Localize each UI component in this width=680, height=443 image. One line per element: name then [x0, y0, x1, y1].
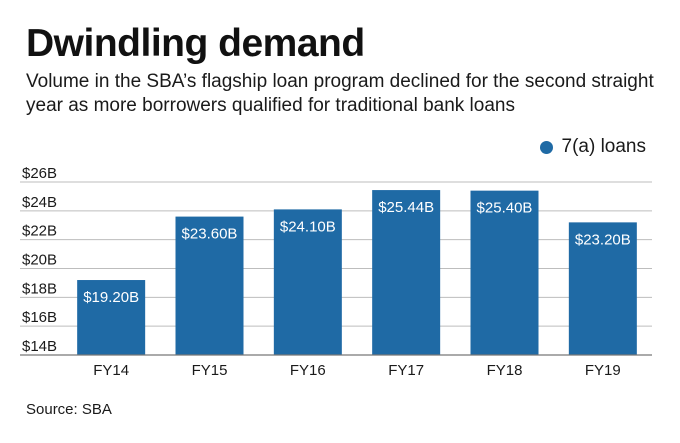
y-tick-label: $24B	[22, 194, 57, 211]
legend-label: 7(a) loans	[561, 136, 647, 157]
bar	[372, 190, 441, 355]
bar-value-label: $23.20B	[575, 231, 631, 248]
chart-subtitle: Volume in the SBA’s flagship loan progra…	[26, 71, 654, 116]
x-tick-label: FY16	[290, 362, 326, 379]
bar-value-label: $25.44B	[378, 199, 434, 216]
bar-value-label: $19.20B	[83, 289, 139, 306]
y-tick-label: $16B	[22, 309, 57, 326]
y-tick-label: $18B	[22, 280, 57, 297]
y-tick-label: $14B	[22, 338, 57, 355]
chart-title: Dwindling demand	[26, 22, 365, 65]
bar	[568, 222, 637, 355]
source-note: Source: SBA	[26, 401, 112, 418]
x-tick-label: FY18	[487, 362, 523, 379]
bar-value-label: $25.40B	[477, 200, 533, 217]
y-tick-label: $20B	[22, 252, 57, 269]
x-tick-label: FY14	[93, 362, 129, 379]
legend-swatch	[539, 140, 553, 154]
x-tick-label: FY17	[388, 362, 424, 379]
x-tick-label: FY15	[192, 362, 228, 379]
bar-value-label: $24.10B	[280, 218, 336, 235]
legend: 7(a) loans	[539, 136, 647, 158]
y-tick-label: $26B	[22, 165, 57, 182]
bar	[77, 280, 146, 355]
bar	[470, 190, 539, 355]
bar-value-label: $23.60B	[182, 226, 238, 243]
x-tick-label: FY19	[585, 362, 621, 379]
y-tick-label: $22B	[22, 223, 57, 240]
bar	[273, 209, 342, 355]
bar	[175, 216, 244, 355]
